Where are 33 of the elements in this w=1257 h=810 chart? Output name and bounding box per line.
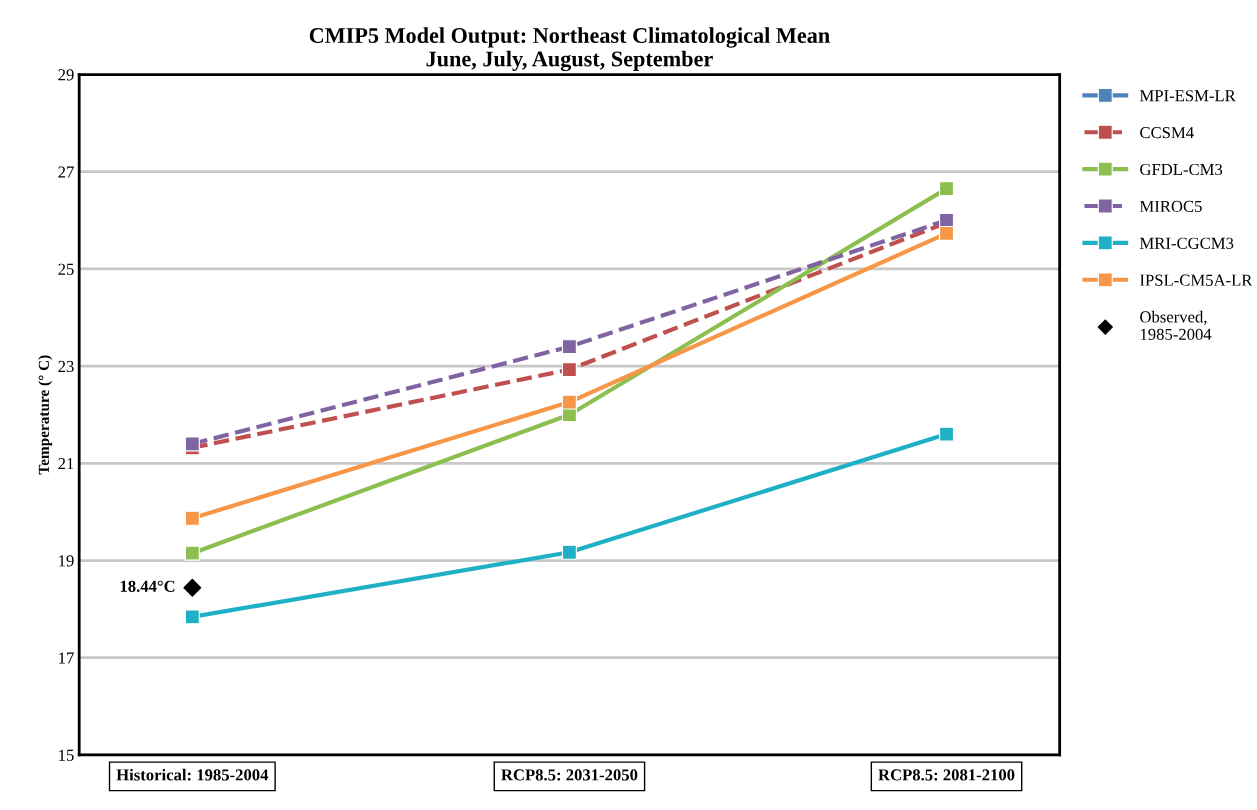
legend-label: IPSL-CM5A-LR [1140,274,1253,286]
y-tick-label: 17 [59,652,74,664]
point [561,394,577,410]
y-tick-label: 29 [58,69,74,81]
point [939,225,955,241]
y-tick-label: 19 [59,555,74,567]
y-tick-label: 15 [59,749,74,761]
point [561,362,577,378]
legend-label: MPI-ESM-LR [1139,90,1236,102]
legend-label: CCSM4 [1140,127,1194,139]
point [939,426,955,442]
point [561,339,577,355]
point [939,181,955,197]
x-tick-label: RCP8.5: 2081-2100 [878,769,1015,781]
point [184,609,200,625]
point [184,436,200,452]
chart-title: CMIP5 Model Output: Northeast Climatological Mean June, July, August, September [309,27,830,72]
y-tick-label: 27 [58,166,74,178]
point [184,545,200,561]
annotation: 18.44°C [120,580,175,592]
point [184,510,200,526]
x-tick-label: Historical: 1985-2004 [116,768,269,781]
legend-label: GFDL-CM3 [1140,163,1223,176]
legend-label: Observed, 1985-2004 [1140,310,1212,340]
point [183,578,202,597]
legend-label: MRI-CGCM3 [1139,237,1234,249]
legend-label: MIROC5 [1139,200,1202,212]
y-tick-label: 23 [58,360,74,373]
y-axis-title: Temperature (° C) [38,355,53,475]
x-tick-label: RCP8.5: 2031-2050 [501,769,638,781]
y-tick-label: 25 [58,263,74,275]
point [561,544,577,560]
y-tick-label: 21 [58,458,74,470]
